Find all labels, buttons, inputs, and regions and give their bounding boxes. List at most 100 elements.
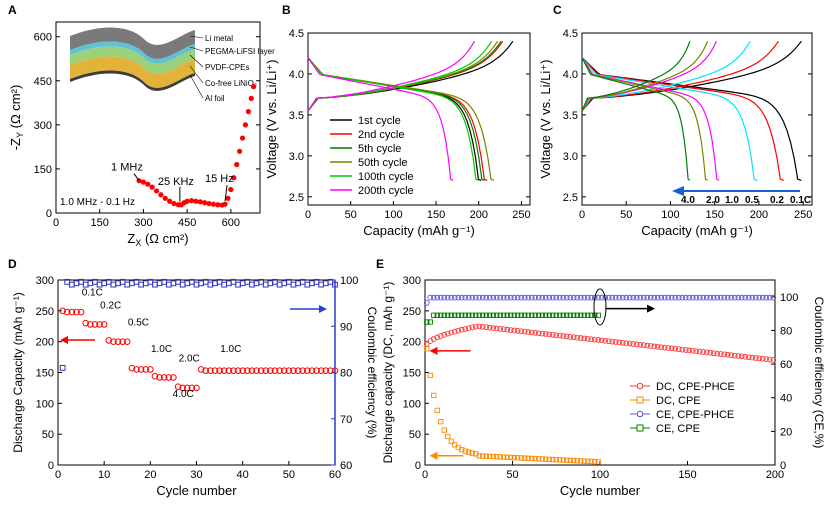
ce-cpe-point: [483, 312, 489, 318]
x-tick-label: 200: [766, 469, 784, 481]
dc-phce-point: [637, 341, 644, 348]
legend-label: DC, CPE-PHCE: [656, 381, 735, 393]
ce-cpe-point: [553, 312, 559, 318]
y-tick-label: 0: [415, 460, 421, 472]
dc-phce-point: [647, 343, 654, 349]
ce-point: [212, 280, 218, 287]
dc-cpe-point: [501, 454, 507, 460]
dc-cpe-point: [546, 456, 552, 463]
y2-tick-label: 40: [780, 393, 792, 405]
inset-leader: [189, 46, 204, 52]
eis-point: [162, 195, 168, 201]
ce-point: [170, 280, 177, 287]
x-tick-label: 0: [422, 469, 428, 481]
dc-phce-point: [682, 347, 689, 353]
ce-phce-point: [696, 294, 703, 301]
eis-point: [206, 200, 212, 207]
dc-point: [114, 338, 122, 345]
ce-phce-point: [637, 294, 644, 301]
ce-phce-point: [528, 294, 535, 301]
ce-phce-point: [483, 294, 490, 301]
ce-phce-point: [588, 294, 595, 301]
dc-phce-point: [469, 324, 476, 331]
y2-tick-label: 60: [780, 359, 792, 371]
x-axis-label: Capacity (mAh g⁻¹): [363, 223, 475, 238]
dc-phce-point: [528, 329, 535, 336]
x-axis-label: Capacity (mAh g⁻¹): [641, 223, 753, 238]
dc-phce-point: [598, 337, 605, 344]
cell-inset: Li metal PEGMA-LiFSI layer PVDF-CPEs Co-fre…: [70, 27, 275, 103]
inset-layer: [70, 41, 195, 64]
dc-point: [188, 384, 196, 392]
x-tick-label: 50: [620, 209, 632, 221]
inset-layer: [70, 27, 195, 59]
y-tick-label: 0: [46, 208, 52, 220]
ce-cpe-point: [441, 312, 447, 318]
y-tick-label: 4.0: [563, 69, 578, 81]
ce-point: [281, 280, 288, 287]
dc-cpe-point: [452, 442, 458, 448]
eis-point: [210, 201, 216, 207]
x-tick-label: 100: [661, 209, 679, 221]
y2-tick-label: 100: [340, 275, 358, 287]
inset-layer: [70, 70, 195, 91]
annotation: 15 Hz: [205, 173, 234, 185]
ce-cpe-point: [543, 312, 549, 318]
y-tick-label: 4.0: [289, 69, 304, 81]
dc-cpe-point: [518, 455, 524, 461]
eis-point: [153, 188, 160, 194]
ce-phce-point: [682, 294, 689, 301]
legend-marker: [636, 396, 644, 404]
discharge-curve-0-2: [581, 57, 784, 181]
dc-cpe-point: [445, 433, 451, 440]
dc-point: [82, 319, 89, 327]
ce-cpe-point: [455, 312, 461, 318]
ce-point: [262, 281, 269, 288]
ce-phce-point: [665, 294, 672, 301]
dc-phce-point: [745, 354, 752, 361]
dc-cpe-point: [504, 454, 510, 460]
dc-phce-point: [465, 325, 472, 331]
dc-phce-point: [661, 344, 668, 351]
ce-point: [290, 281, 297, 288]
discharge-curve-0-5: [581, 57, 758, 181]
ce-phce-point: [486, 294, 493, 301]
inset-layer: [70, 46, 195, 74]
ce-point: [179, 281, 186, 288]
dc-phce-point: [518, 328, 525, 335]
dc-cpe-point: [585, 458, 591, 464]
charge-curve-2nd-cycle: [307, 40, 504, 112]
ce-phce-point: [455, 294, 462, 301]
ce-phce-point: [710, 294, 717, 301]
ce-point: [225, 280, 232, 287]
eis-point: [215, 202, 221, 208]
dc-phce-point: [644, 342, 651, 349]
y-tick-label: 450: [34, 76, 52, 88]
ce-cpe-point: [515, 312, 521, 318]
ce-point: [73, 280, 80, 287]
dc-point: [257, 367, 265, 374]
ce-cpe-point: [462, 312, 468, 318]
ce-cpe-point: [473, 312, 479, 318]
legend-label: 100th cycle: [358, 171, 414, 183]
dc-phce-point: [504, 326, 511, 333]
ce-point: [82, 281, 89, 288]
ce-point: [207, 281, 214, 288]
ce-phce-point: [521, 294, 528, 301]
ce-phce-point: [493, 294, 500, 301]
dc-phce-point: [476, 323, 483, 330]
eis-point: [202, 200, 208, 206]
ce-point: [332, 281, 338, 288]
ce-phce-point: [651, 294, 658, 301]
dc-phce-point: [630, 341, 637, 347]
ce-phce-point: [714, 294, 721, 301]
ce-phce-point: [633, 294, 640, 301]
discharge-curve-4-0: [581, 57, 691, 181]
ce-point: [221, 281, 228, 288]
ce-cpe-point: [438, 312, 444, 318]
dc-cpe-point: [483, 453, 489, 459]
ce-cpe-point: [427, 319, 433, 325]
dc-point: [63, 308, 71, 316]
ce-cpe-point: [445, 312, 451, 318]
y2-axis-label: Coulombic efficiency (%): [365, 307, 379, 439]
